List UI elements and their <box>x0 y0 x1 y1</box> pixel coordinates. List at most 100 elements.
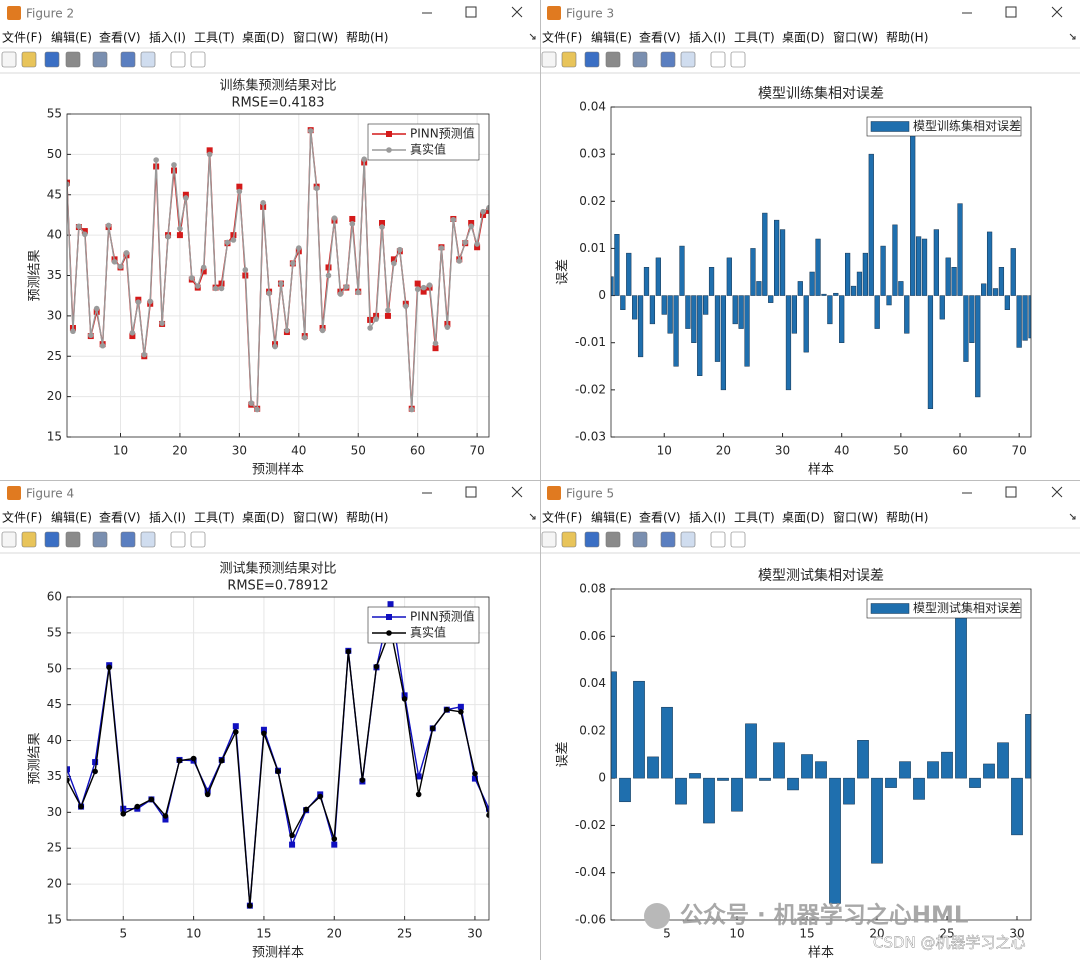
legend-swatch <box>870 121 910 132</box>
menu-item[interactable]: 编辑(E) <box>591 510 632 525</box>
toolbar-button[interactable] <box>140 51 156 68</box>
close-button[interactable] <box>1051 486 1063 498</box>
menu-item[interactable]: 帮助(H) <box>346 31 388 45</box>
menu-item[interactable]: 工具(T) <box>194 31 235 45</box>
toolbar-button[interactable] <box>21 531 37 548</box>
marker <box>471 775 478 782</box>
menu-item[interactable]: 查看(V) <box>639 511 681 525</box>
menu-item[interactable]: 工具(T) <box>734 511 775 525</box>
toolbar-button[interactable] <box>660 51 676 68</box>
toolbar-button[interactable] <box>92 531 108 548</box>
marker <box>162 816 169 823</box>
toolbar-button[interactable] <box>584 531 600 548</box>
bar <box>904 295 910 334</box>
toolbar-button[interactable] <box>65 531 81 548</box>
marker <box>117 263 124 270</box>
menu-item[interactable]: 工具(T) <box>194 511 235 525</box>
y-tick-label: 0.02 <box>579 723 606 737</box>
toolbar-button[interactable] <box>680 51 696 68</box>
bar <box>614 234 620 296</box>
y-tick-label: 55 <box>47 107 62 121</box>
y-tick-label: 0.03 <box>579 147 606 161</box>
x-tick-label: 10 <box>657 444 672 458</box>
toolbar-button[interactable] <box>1 531 17 548</box>
toolbar-button[interactable] <box>1 51 17 68</box>
menu-item[interactable]: 桌面(D) <box>782 31 825 45</box>
toolbar-button[interactable] <box>190 531 206 548</box>
toolbar-button[interactable] <box>44 531 60 548</box>
menu-item[interactable]: 桌面(D) <box>782 511 825 525</box>
menu-item[interactable]: 文件(F) <box>542 30 582 45</box>
toolbar-button[interactable] <box>561 51 577 68</box>
toolbar-button[interactable] <box>170 531 186 548</box>
maximize-button[interactable] <box>1005 486 1017 498</box>
menu-item[interactable]: 插入(I) <box>689 511 726 525</box>
close-button[interactable] <box>511 6 523 18</box>
toolbar-button[interactable] <box>605 531 621 548</box>
close-button[interactable] <box>511 486 523 498</box>
toolbar-button[interactable] <box>680 531 696 548</box>
menu-item[interactable]: 文件(F) <box>2 510 42 525</box>
toolbar-button[interactable] <box>65 51 81 68</box>
menu-item[interactable]: 查看(V) <box>99 31 141 45</box>
menu-item[interactable]: 插入(I) <box>689 31 726 45</box>
marker <box>301 334 308 341</box>
menu-item[interactable]: 文件(F) <box>542 510 582 525</box>
toolbar-button[interactable] <box>21 51 37 68</box>
toolbar-button[interactable] <box>44 51 60 68</box>
menu-item[interactable]: 文件(F) <box>2 30 42 45</box>
toolbar-button[interactable] <box>730 51 746 68</box>
menu-item[interactable]: 窗口(W) <box>293 31 338 45</box>
bar <box>899 761 911 779</box>
toolbar-button[interactable] <box>561 531 577 548</box>
maximize-button[interactable] <box>465 6 477 18</box>
menu-arrow <box>529 513 536 520</box>
toolbar-button[interactable] <box>541 51 557 68</box>
toolbar-button[interactable] <box>730 531 746 548</box>
menu-item[interactable]: 帮助(H) <box>886 31 928 45</box>
menu-item[interactable]: 窗口(W) <box>833 31 878 45</box>
toolbar-button[interactable] <box>632 51 648 68</box>
toolbar-button[interactable] <box>584 51 600 68</box>
toolbar-button[interactable] <box>120 51 136 68</box>
menu-item[interactable]: 编辑(E) <box>591 30 632 45</box>
menu-item[interactable]: 帮助(H) <box>886 511 928 525</box>
menu-item[interactable]: 插入(I) <box>149 511 186 525</box>
toolbar-button[interactable] <box>605 51 621 68</box>
menu-item[interactable]: 查看(V) <box>99 511 141 525</box>
bar <box>632 295 638 320</box>
marker <box>414 280 421 287</box>
menu-item[interactable]: 窗口(W) <box>833 511 878 525</box>
marker <box>129 330 136 336</box>
menu-item[interactable]: 工具(T) <box>734 31 775 45</box>
menu-item[interactable]: 窗口(W) <box>293 511 338 525</box>
legend-marker <box>386 131 392 137</box>
marker <box>296 245 302 251</box>
marker <box>343 284 350 290</box>
toolbar-button[interactable] <box>190 51 206 68</box>
marker <box>317 793 324 800</box>
marker <box>331 215 338 221</box>
toolbar-button[interactable] <box>541 531 557 548</box>
menu-item[interactable]: 编辑(E) <box>51 30 92 45</box>
toolbar-button[interactable] <box>632 531 648 548</box>
menu-item[interactable]: 查看(V) <box>639 31 681 45</box>
toolbar-button[interactable] <box>92 51 108 68</box>
toolbar-button[interactable] <box>710 531 726 548</box>
marker <box>444 324 451 330</box>
menu-item[interactable]: 编辑(E) <box>51 510 92 525</box>
maximize-button[interactable] <box>465 486 477 498</box>
close-button[interactable] <box>1051 6 1063 18</box>
toolbar-button[interactable] <box>120 531 136 548</box>
toolbar-button[interactable] <box>710 51 726 68</box>
menu-item[interactable]: 桌面(D) <box>242 31 285 45</box>
menu-item[interactable]: 帮助(H) <box>346 511 388 525</box>
plot-area <box>67 597 489 920</box>
toolbar-button[interactable] <box>140 531 156 548</box>
toolbar-button[interactable] <box>660 531 676 548</box>
maximize-button[interactable] <box>1005 6 1017 18</box>
chart-title: 模型训练集相对误差 <box>758 85 884 102</box>
toolbar-button[interactable] <box>170 51 186 68</box>
menu-item[interactable]: 插入(I) <box>149 31 186 45</box>
menu-item[interactable]: 桌面(D) <box>242 511 285 525</box>
